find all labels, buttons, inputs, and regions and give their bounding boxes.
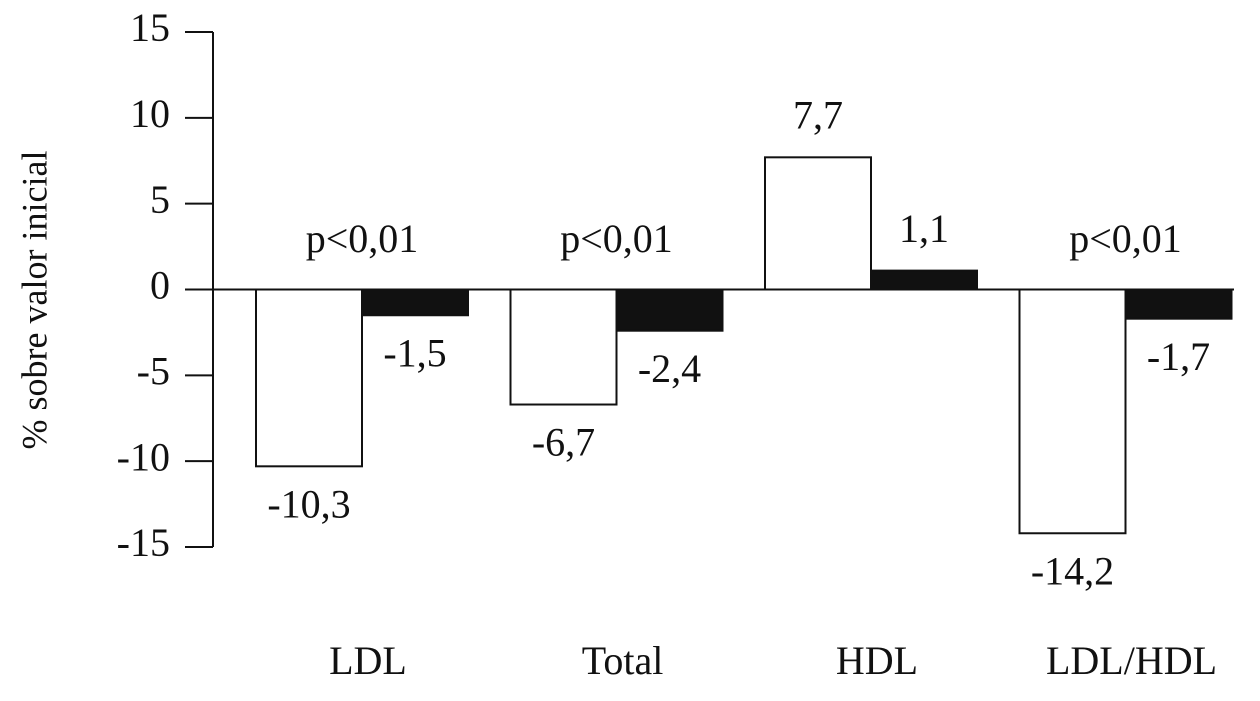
y-tick-label: -15 [117, 520, 170, 565]
y-axis-label: % sobre valor inicial [14, 151, 54, 450]
bar [1124, 288, 1233, 320]
y-tick-label: 10 [130, 91, 170, 136]
bar [870, 269, 978, 291]
y-tick-label: 0 [150, 263, 170, 308]
value-label: -1,5 [383, 330, 446, 375]
value-label: 1,1 [899, 206, 949, 251]
x-tick-label: Total [582, 638, 664, 683]
bar [764, 156, 872, 291]
value-label: -14,2 [1031, 548, 1114, 593]
bar [255, 288, 363, 468]
annotation: p<0,01 [560, 216, 673, 261]
value-label: -6,7 [532, 420, 595, 465]
y-tick-label: -10 [117, 434, 170, 479]
value-label: -1,7 [1147, 334, 1210, 379]
value-label: -10,3 [267, 481, 350, 526]
x-tick-label: LDL/HDL [1046, 638, 1217, 683]
x-tick-label: HDL [836, 638, 918, 683]
x-tick-label: LDL [329, 638, 407, 683]
y-tick-label: -5 [137, 349, 170, 394]
annotation: p<0,01 [306, 216, 419, 261]
value-label: -2,4 [638, 346, 701, 391]
y-tick-label: 5 [150, 177, 170, 222]
annotation: p<0,01 [1069, 216, 1182, 261]
bar [509, 288, 618, 406]
bar [361, 288, 469, 317]
value-label: 7,7 [793, 92, 843, 137]
bar [615, 288, 724, 332]
bar [1018, 288, 1127, 535]
y-tick-label: 15 [130, 5, 170, 50]
